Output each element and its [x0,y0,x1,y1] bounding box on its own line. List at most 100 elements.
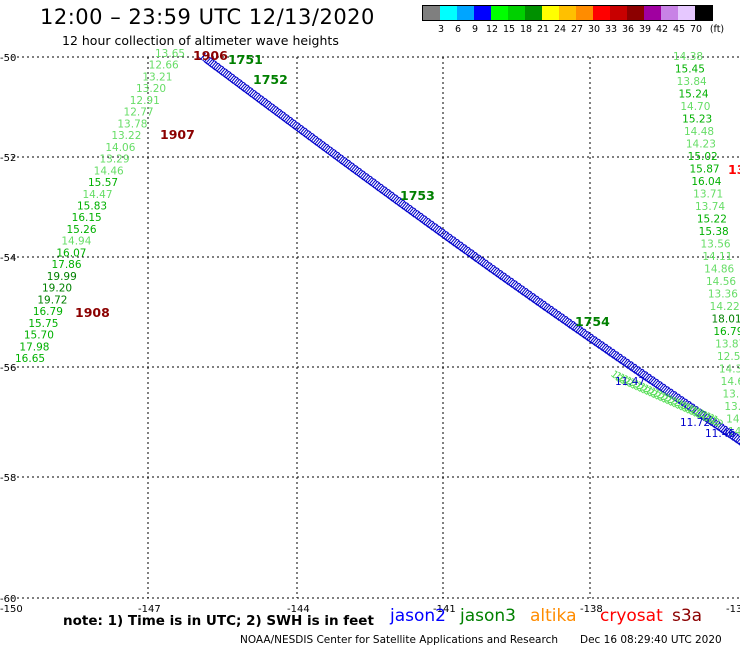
swh-value-left: 13.20 [136,83,166,95]
swh-value-left: 15.75 [28,318,58,330]
map-subtitle: 12 hour collection of altimeter wave hei… [62,33,339,48]
swh-value-left: 16.65 [15,353,45,365]
legend-swatch [542,6,559,20]
swh-value-right: 18.01 [712,314,740,326]
legend-label: 18 [519,24,533,35]
swh-value-right: 14.86 [704,264,734,276]
axis-ticks: -50 -52 -54 -56 -58 -60-150 -147 -144 -141 -138 -1… [0,53,740,615]
satellite-name-jason3: jason3 [460,606,516,626]
swh-value-right: 13.87 [715,339,740,351]
legend-swatch [627,6,644,20]
legend-label: 33 [604,24,618,35]
swh-value-right: 13.6 [723,389,740,401]
swh-value-left: 14.47 [82,189,112,201]
lat-tick-label: -52 [0,153,16,164]
time-label: 1751 [228,52,263,67]
swh-value-left: 12.91 [130,95,160,107]
swh-value-right: 14.70 [680,101,710,113]
lon-tick-label: -147 [138,604,161,615]
legend-swatch [661,6,678,20]
legend-swatch [525,6,542,20]
legend-label: 36 [621,24,635,35]
swh-value-left: 14.94 [61,236,91,248]
legend-swatch [576,6,593,20]
legend-label: 70 [689,24,703,35]
swh-value-left: 15.83 [77,201,107,213]
swh-value-left: 15.26 [66,224,96,236]
lat-tick-label: -54 [0,253,16,264]
lon-tick-label: -138 [580,604,603,615]
time-label: 13 [728,162,740,177]
legend-label: 24 [553,24,567,35]
swh-value-left: 17.86 [51,259,81,271]
swh-value-right: 14.3 [719,364,740,376]
time-label: 1907 [160,127,195,142]
legend-label: 3 [437,24,445,35]
legend-label: 12 [485,24,499,35]
satellite-tracks: 13.6512.6613.2113.2012.9112.7713.7813.22… [15,48,740,454]
swh-value-right: 16.79 [713,326,740,338]
footer-note: note: 1) Time is in UTC; 2) SWH is in fe… [63,613,374,629]
lat-tick-label: -58 [0,473,16,484]
legend-label: (ft) [709,24,725,35]
swh-value-right: 14.11 [702,251,732,263]
legend-label: 30 [587,24,601,35]
swh-value-right: 15.02 [688,151,718,163]
generated-timestamp: Dec 16 08:29:40 UTC 2020 [580,634,722,646]
time-labels: 1906 1907 1908 1751 1752 1753 1754 13 [75,48,740,329]
swh-value-right: 14. [728,426,740,438]
legend-swatch [593,6,610,20]
lat-tick-label: -50 [0,53,16,64]
swh-value-left: 19.72 [37,294,67,306]
swh-value-left: 17.98 [19,341,49,353]
legend-label: 45 [672,24,686,35]
legend-swatch [644,6,661,20]
time-label: 1906 [193,48,228,63]
swh-value-right: 14.38 [673,51,703,63]
legend-swatch [508,6,525,20]
legend-label: 9 [471,24,479,35]
jason2-track-mark: 11 [732,433,740,451]
color-legend: 3 6 9 12 15 18 21 24 27 30 33 36 39 42 45 70 (ft) [422,5,724,35]
jason2-track-mark: 11 [729,431,740,449]
swh-value-left: 13.22 [111,130,141,142]
swh-value-left: 14.46 [94,165,124,177]
swh-value-right: 14.56 [706,276,736,288]
swh-value-diagonal: 11.47 [615,376,645,388]
legend-label: 6 [454,24,462,35]
legend-swatch [474,6,491,20]
swh-value-right: 12.58 [717,351,740,363]
swh-value-right: 15.38 [699,226,729,238]
swh-value-left: 13.65 [155,48,185,60]
swh-value-left: 15.70 [24,330,54,342]
legend-label: 21 [536,24,550,35]
swh-value-right: 13.74 [695,201,725,213]
map-title: 12:00 – 23:59 UTC 12/13/2020 [40,5,375,29]
swh-value-right: 13.56 [701,239,731,251]
satellite-name-jason2: jason2 [390,606,446,626]
jason2-track-mark: 11 [736,436,740,454]
swh-value-left: 15.57 [88,177,118,189]
map-grid [12,56,740,599]
swh-value-left: 12.77 [124,107,154,119]
swh-value-left: 13.29 [99,154,129,166]
satellite-name-altika: altika [530,606,577,626]
legend-swatch [559,6,576,20]
time-label: 1753 [400,188,435,203]
swh-value-diagonal: 11.46 [705,428,735,440]
legend-label: 39 [638,24,652,35]
legend-swatch [678,6,695,20]
time-label: 1752 [253,72,288,87]
legend-swatch [440,6,457,20]
swh-value-right: 13.36 [708,289,738,301]
swh-value-diagonal: 11.72 [680,417,710,429]
swh-value-right: 14.48 [684,126,714,138]
swh-value-right: 13.8 [724,401,740,413]
swh-value-right: 15.45 [675,64,705,76]
swh-value-right: 14. [726,414,740,426]
satellite-name-s3a: s3a [672,606,703,626]
lon-tick-label: -141 [433,604,456,615]
swh-value-right: 14.23 [686,139,716,151]
legend-swatches [422,5,713,21]
swh-value-left: 13.21 [142,71,172,83]
